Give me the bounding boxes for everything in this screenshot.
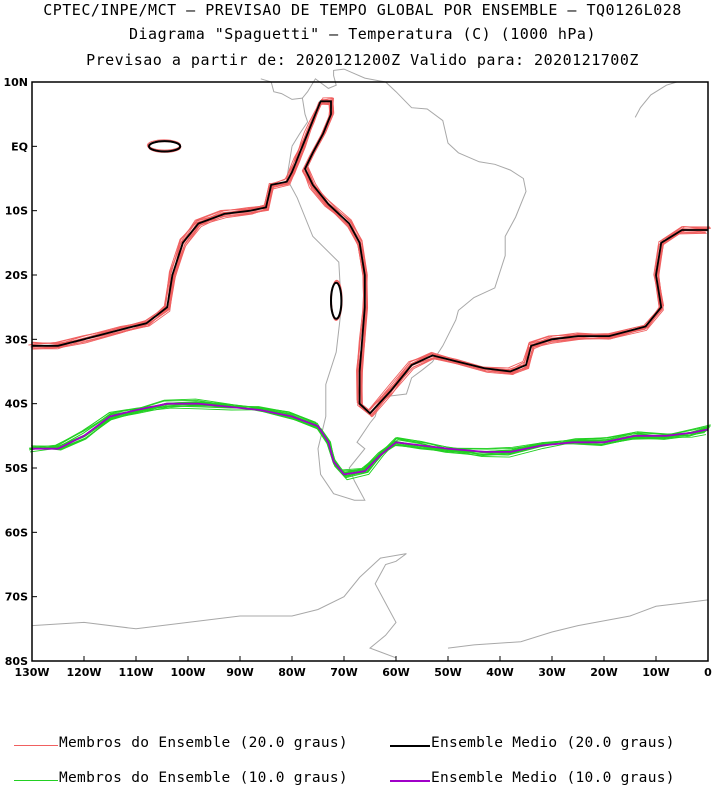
legend-label-members-20: Membros do Ensemble (20.0 graus) bbox=[59, 735, 348, 751]
y-tick-label: 20S bbox=[5, 269, 28, 282]
y-tick-label: 40S bbox=[5, 398, 28, 411]
temp-20-member-2 bbox=[32, 101, 710, 417]
coastline-layer bbox=[31, 68, 709, 659]
temp-20-member-7 bbox=[32, 97, 706, 411]
coastline-weddell bbox=[447, 599, 709, 649]
x-tick-label: 30W bbox=[538, 666, 565, 679]
axis-ticks: 130W 120W 110W 100W 90W 80W 70W 60W 50W 40W 30W 20W… bbox=[3, 76, 712, 679]
closed-contour-mean-1 bbox=[148, 140, 182, 153]
temp-20-member-10 bbox=[31, 100, 707, 414]
x-tick-label: 100W bbox=[170, 666, 205, 679]
chart-subtitle: Diagrama "Spaguetti" – Temperatura (C) (… bbox=[128, 25, 596, 43]
y-tick-label: 10N bbox=[3, 76, 28, 89]
chart-title: CPTEC/INPE/MCT – PREVISAO DE TEMPO GLOBA… bbox=[43, 1, 682, 19]
x-tick-label: 90W bbox=[226, 666, 253, 679]
x-tick-label: 110W bbox=[118, 666, 153, 679]
y-tick-label: 30S bbox=[5, 333, 28, 346]
y-tick-label: EQ bbox=[11, 140, 28, 153]
legend-line-members-10 bbox=[14, 780, 58, 781]
y-tick-label: 60S bbox=[5, 526, 28, 539]
temp-20-member-9 bbox=[28, 99, 707, 413]
coastline-africa bbox=[634, 81, 677, 118]
y-tick-label: 50S bbox=[5, 462, 28, 475]
temp-20-member-11 bbox=[31, 97, 706, 411]
temp-20-member-8 bbox=[30, 101, 709, 415]
y-tick-label: 70S bbox=[5, 591, 28, 604]
mean-layer bbox=[32, 100, 709, 476]
legend-label-mean-10: Ensemble Medio (10.0 graus) bbox=[431, 770, 675, 786]
y-tick-label: 80S bbox=[5, 655, 28, 668]
plot-frame bbox=[31, 81, 709, 662]
temp-20-member-5 bbox=[30, 101, 708, 415]
temp-20-member-4 bbox=[30, 99, 708, 413]
temp-20-member-6 bbox=[33, 101, 711, 418]
x-tick-label: 80W bbox=[278, 666, 305, 679]
temp-20-member-1 bbox=[31, 102, 710, 417]
legend-line-mean-20 bbox=[390, 745, 430, 747]
temp-10-member-5 bbox=[34, 399, 711, 472]
x-tick-label: 50W bbox=[434, 666, 461, 679]
closed-contour-mean-2 bbox=[330, 281, 343, 320]
temp-20-member-12 bbox=[31, 101, 710, 415]
coastline-antarctica bbox=[31, 553, 407, 659]
y-tick-label: 10S bbox=[5, 205, 28, 218]
legend-line-members-20 bbox=[14, 745, 58, 746]
members-20-layer bbox=[28, 97, 711, 418]
temp-20-member-13 bbox=[32, 103, 711, 418]
legend-label-members-10: Membros do Ensemble (10.0 graus) bbox=[59, 770, 348, 786]
chart-date-line: Previsao a partir de: 2020121200Z Valido… bbox=[86, 51, 639, 69]
x-tick-label: 0 bbox=[704, 666, 712, 679]
x-tick-label: 20W bbox=[590, 666, 617, 679]
x-tick-label: 60W bbox=[382, 666, 409, 679]
legend-line-mean-10 bbox=[390, 780, 430, 782]
ensemble-mean-10-line bbox=[32, 402, 709, 476]
temp-20-member-3 bbox=[30, 97, 706, 411]
temp-20-member-14 bbox=[33, 98, 707, 414]
coastline-south-america bbox=[286, 68, 527, 501]
x-tick-label: 130W bbox=[14, 666, 49, 679]
x-tick-label: 40W bbox=[486, 666, 513, 679]
legend-label-mean-20: Ensemble Medio (20.0 graus) bbox=[431, 735, 675, 751]
x-tick-label: 10W bbox=[642, 666, 669, 679]
x-tick-label: 70W bbox=[330, 666, 357, 679]
x-tick-label: 120W bbox=[66, 666, 101, 679]
ensemble-mean-20-line bbox=[32, 100, 708, 415]
